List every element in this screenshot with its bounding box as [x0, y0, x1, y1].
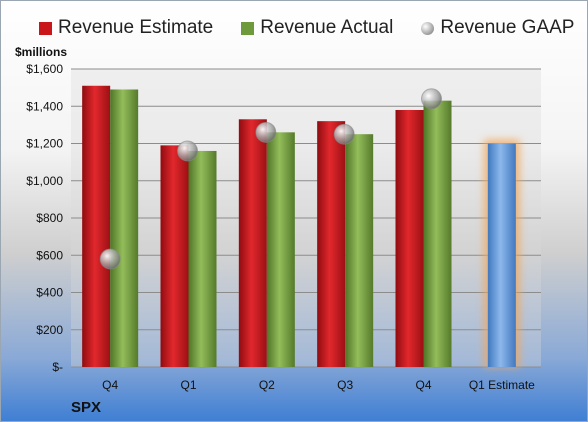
bar-actual: [345, 134, 374, 367]
gaap-marker: [333, 123, 355, 145]
gaap-marker: [421, 88, 442, 110]
y-axis-ticks: $- $200 $400 $600 $800 $1,000 $1,200 $1,400 $1,6…: [26, 62, 63, 374]
y-tick-label: $600: [36, 248, 63, 262]
y-tick-label: $1,200: [26, 137, 63, 151]
bar-actual: [110, 89, 139, 368]
legend-swatch-gaap: [421, 21, 435, 35]
gaap-marker: [255, 121, 277, 143]
legend-item-gaap: Revenue GAAP: [421, 17, 574, 39]
y-tick-label: $1,400: [26, 99, 63, 113]
bar-estimate: [160, 145, 189, 367]
x-tick-label: Q4: [415, 378, 431, 392]
grid-lines: [71, 68, 541, 368]
legend-swatch-actual: [241, 21, 255, 35]
bar-actual: [423, 100, 452, 367]
x-tick-label: Q2: [259, 378, 275, 392]
gaap-marker: [99, 248, 121, 270]
x-tick-label: Q4: [102, 378, 118, 392]
legend-label-gaap: Revenue GAAP: [440, 17, 575, 38]
gaap-marker: [177, 140, 198, 162]
x-axis-ticks: Q4 Q1 Q2 Q3 Q4 Q1 Estimate: [102, 378, 535, 392]
legend-label-actual: Revenue Actual: [260, 17, 394, 38]
bar-actual: [266, 132, 295, 367]
bar-estimate: [238, 119, 267, 367]
bar-actual: [188, 150, 217, 367]
bars: [82, 85, 520, 368]
bar-estimate: [317, 121, 346, 368]
legend-item-estimate: Revenue Estimate: [39, 17, 213, 39]
bar-estimate: [395, 109, 424, 367]
y-tick-label: $800: [36, 211, 63, 225]
bar-estimate: [82, 85, 111, 367]
ticker-label: SPX: [71, 399, 102, 416]
x-tick-label: Q1: [180, 378, 196, 392]
y-tick-label: $200: [36, 323, 63, 337]
y-tick-label: $1,000: [26, 174, 63, 188]
x-tick-label: Q1 Estimate: [469, 378, 535, 392]
y-tick-label: $-: [52, 360, 63, 374]
y-tick-label: $1,600: [26, 62, 63, 76]
x-tick-label: Q3: [337, 378, 353, 392]
legend-item-actual: Revenue Actual: [241, 17, 393, 39]
legend-swatch-estimate: [39, 21, 52, 35]
legend-label-estimate: Revenue Estimate: [58, 17, 214, 38]
y-tick-label: $400: [36, 286, 63, 300]
y-unit-label: $millions: [15, 45, 68, 59]
chart-legend: Revenue Estimate Revenue Actual Revenue …: [39, 17, 574, 39]
bar-projection: [487, 143, 516, 367]
